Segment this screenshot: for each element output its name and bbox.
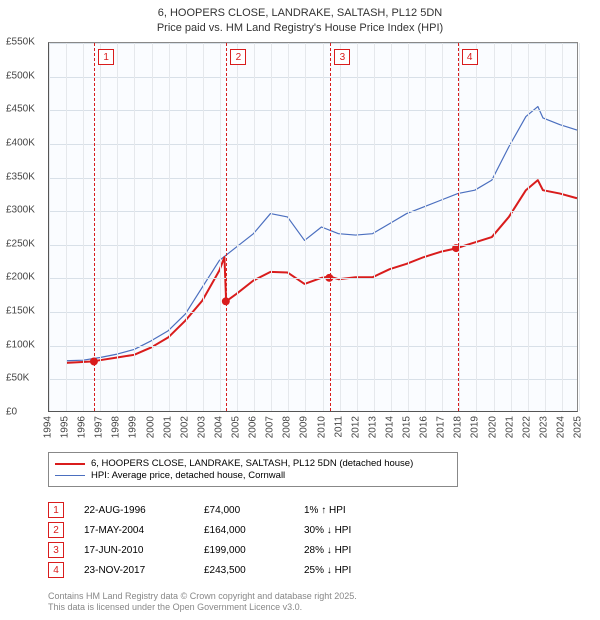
y-tick-label: £250K xyxy=(6,238,35,249)
x-tick-label: 2005 xyxy=(231,416,242,438)
event-marker-line xyxy=(94,43,95,411)
event-date: 17-MAY-2004 xyxy=(84,525,184,536)
event-date: 23-NOV-2017 xyxy=(84,565,184,576)
x-tick-label: 2021 xyxy=(504,416,515,438)
x-tick-label: 1995 xyxy=(60,416,71,438)
legend-label: 6, HOOPERS CLOSE, LANDRAKE, SALTASH, PL1… xyxy=(91,458,413,469)
event-row: 4 23-NOV-2017 £243,500 25% ↓ HPI xyxy=(48,562,394,578)
event-row: 1 22-AUG-1996 £74,000 1% ↑ HPI xyxy=(48,502,394,518)
event-marker-badge: 1 xyxy=(98,49,114,65)
x-tick-label: 1994 xyxy=(43,416,54,438)
x-tick-label: 2015 xyxy=(402,416,413,438)
event-badge: 2 xyxy=(48,522,64,538)
x-tick-label: 2022 xyxy=(521,416,532,438)
x-tick-label: 2009 xyxy=(299,416,310,438)
legend-label: HPI: Average price, detached house, Corn… xyxy=(91,470,285,481)
x-tick-label: 2004 xyxy=(213,416,224,438)
x-tick-label: 2006 xyxy=(248,416,259,438)
x-tick-label: 2019 xyxy=(470,416,481,438)
y-tick-label: £350K xyxy=(6,171,35,182)
event-diff: 28% ↓ HPI xyxy=(304,545,394,556)
event-badge: 3 xyxy=(48,542,64,558)
y-tick-label: £0 xyxy=(6,407,17,418)
event-badge: 4 xyxy=(48,562,64,578)
chart-svg xyxy=(49,43,577,411)
x-tick-label: 2008 xyxy=(282,416,293,438)
attribution-footer: Contains HM Land Registry data © Crown c… xyxy=(48,591,357,614)
event-price: £243,500 xyxy=(204,565,284,576)
y-tick-label: £400K xyxy=(6,137,35,148)
y-tick-label: £200K xyxy=(6,272,35,283)
x-tick-label: 2012 xyxy=(350,416,361,438)
event-marker-line xyxy=(226,43,227,411)
chart-container: 6, HOOPERS CLOSE, LANDRAKE, SALTASH, PL1… xyxy=(0,0,600,620)
y-tick-label: £550K xyxy=(6,37,35,48)
x-tick-label: 2013 xyxy=(367,416,378,438)
event-date: 22-AUG-1996 xyxy=(84,505,184,516)
event-marker-badge: 2 xyxy=(230,49,246,65)
x-tick-label: 2003 xyxy=(196,416,207,438)
event-diff: 30% ↓ HPI xyxy=(304,525,394,536)
legend-swatch xyxy=(55,475,85,476)
event-marker-badge: 3 xyxy=(334,49,350,65)
event-diff: 1% ↑ HPI xyxy=(304,505,394,516)
y-tick-label: £300K xyxy=(6,205,35,216)
event-marker-line xyxy=(330,43,331,411)
title-line-1: 6, HOOPERS CLOSE, LANDRAKE, SALTASH, PL1… xyxy=(0,6,600,21)
event-marker-badge: 4 xyxy=(462,49,478,65)
event-date: 17-JUN-2010 xyxy=(84,545,184,556)
plot-area: 1 2 3 4 xyxy=(48,42,578,412)
x-tick-label: 1998 xyxy=(111,416,122,438)
x-tick-label: 1997 xyxy=(94,416,105,438)
x-tick-label: 2020 xyxy=(487,416,498,438)
x-tick-label: 1996 xyxy=(77,416,88,438)
event-price: £199,000 xyxy=(204,545,284,556)
event-price: £74,000 xyxy=(204,505,284,516)
x-tick-label: 2014 xyxy=(384,416,395,438)
y-tick-label: £500K xyxy=(6,70,35,81)
x-tick-label: 2018 xyxy=(453,416,464,438)
event-badge: 1 xyxy=(48,502,64,518)
footer-line-1: Contains HM Land Registry data © Crown c… xyxy=(48,591,357,603)
x-tick-label: 1999 xyxy=(128,416,139,438)
y-tick-label: £150K xyxy=(6,306,35,317)
chart-title: 6, HOOPERS CLOSE, LANDRAKE, SALTASH, PL1… xyxy=(0,0,600,36)
y-tick-label: £100K xyxy=(6,339,35,350)
x-tick-label: 2000 xyxy=(145,416,156,438)
event-row: 3 17-JUN-2010 £199,000 28% ↓ HPI xyxy=(48,542,394,558)
event-marker-line xyxy=(458,43,459,411)
x-tick-label: 2023 xyxy=(538,416,549,438)
event-diff: 25% ↓ HPI xyxy=(304,565,394,576)
x-tick-label: 2010 xyxy=(316,416,327,438)
title-line-2: Price paid vs. HM Land Registry's House … xyxy=(0,21,600,36)
legend-swatch xyxy=(55,463,85,465)
series-line xyxy=(66,180,577,363)
x-tick-label: 2002 xyxy=(179,416,190,438)
legend-row: 6, HOOPERS CLOSE, LANDRAKE, SALTASH, PL1… xyxy=(55,458,451,469)
x-axis-ticks: 1994199519961997199819992000200120022003… xyxy=(48,414,578,450)
y-tick-label: £50K xyxy=(6,373,29,384)
legend-row: HPI: Average price, detached house, Corn… xyxy=(55,470,451,481)
x-tick-label: 2024 xyxy=(555,416,566,438)
event-row: 2 17-MAY-2004 £164,000 30% ↓ HPI xyxy=(48,522,394,538)
x-tick-label: 2007 xyxy=(265,416,276,438)
x-tick-label: 2017 xyxy=(436,416,447,438)
x-tick-label: 2011 xyxy=(333,416,344,438)
x-tick-label: 2016 xyxy=(419,416,430,438)
legend: 6, HOOPERS CLOSE, LANDRAKE, SALTASH, PL1… xyxy=(48,452,458,487)
x-tick-label: 2001 xyxy=(162,416,173,438)
event-price: £164,000 xyxy=(204,525,284,536)
x-tick-label: 2025 xyxy=(573,416,584,438)
y-tick-label: £450K xyxy=(6,104,35,115)
footer-line-2: This data is licensed under the Open Gov… xyxy=(48,602,357,614)
sale-events-table: 1 22-AUG-1996 £74,000 1% ↑ HPI 2 17-MAY-2004 £… xyxy=(48,498,394,582)
